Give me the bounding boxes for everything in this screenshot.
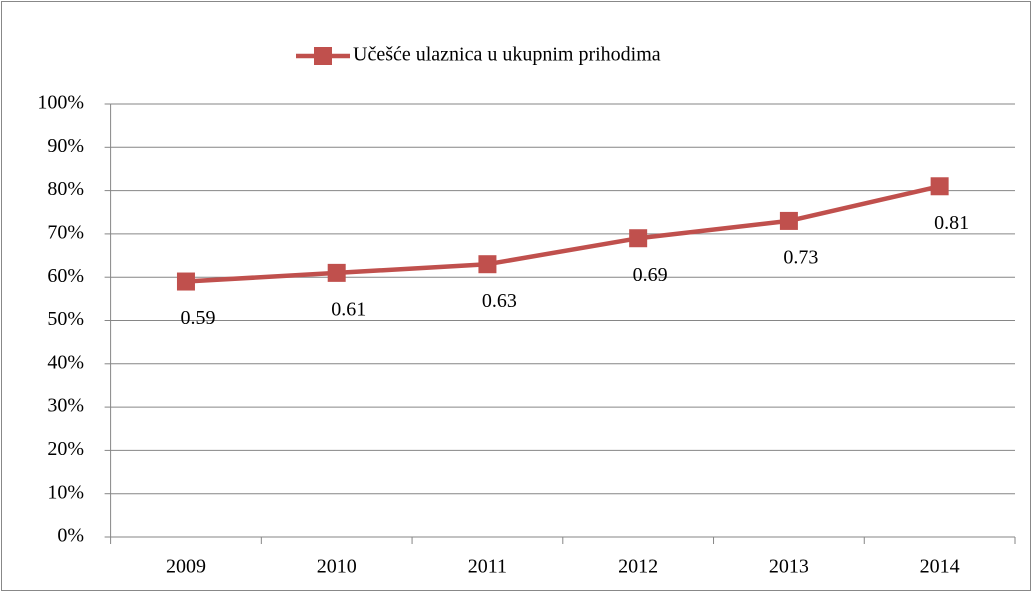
y-tick-label: 60%	[47, 265, 84, 287]
marker	[779, 211, 798, 230]
y-tick-label: 20%	[47, 438, 84, 460]
y-tick-label: 70%	[47, 221, 84, 243]
data-label: 0.73	[783, 247, 818, 269]
data-label: 0.59	[180, 307, 215, 329]
legend-marker	[314, 47, 332, 65]
y-tick-label: 0%	[57, 525, 84, 547]
legend-label: Učešće ulaznica u ukupnim prihodima	[353, 44, 661, 66]
marker	[327, 263, 346, 282]
x-tick-label: 2009	[166, 556, 206, 578]
x-tick-label: 2013	[769, 556, 809, 578]
marker	[176, 272, 195, 291]
x-tick-label: 2012	[618, 556, 658, 578]
data-label: 0.63	[482, 290, 517, 312]
x-tick-label: 2014	[920, 556, 960, 578]
y-tick-label: 40%	[47, 351, 84, 373]
y-tick-label: 90%	[47, 135, 84, 157]
marker	[629, 229, 648, 248]
y-tick-label: 100%	[37, 92, 84, 114]
x-tick-label: 2011	[468, 556, 507, 578]
y-tick-label: 30%	[47, 395, 84, 417]
marker	[478, 255, 497, 274]
marker	[930, 177, 949, 196]
data-label: 0.69	[633, 264, 668, 286]
y-tick-label: 50%	[47, 308, 84, 330]
y-tick-label: 10%	[47, 481, 84, 503]
data-label: 0.81	[934, 212, 969, 234]
x-tick-label: 2010	[317, 556, 357, 578]
series-line	[185, 184, 941, 284]
y-tick-label: 80%	[47, 178, 84, 200]
data-label: 0.61	[331, 298, 366, 320]
